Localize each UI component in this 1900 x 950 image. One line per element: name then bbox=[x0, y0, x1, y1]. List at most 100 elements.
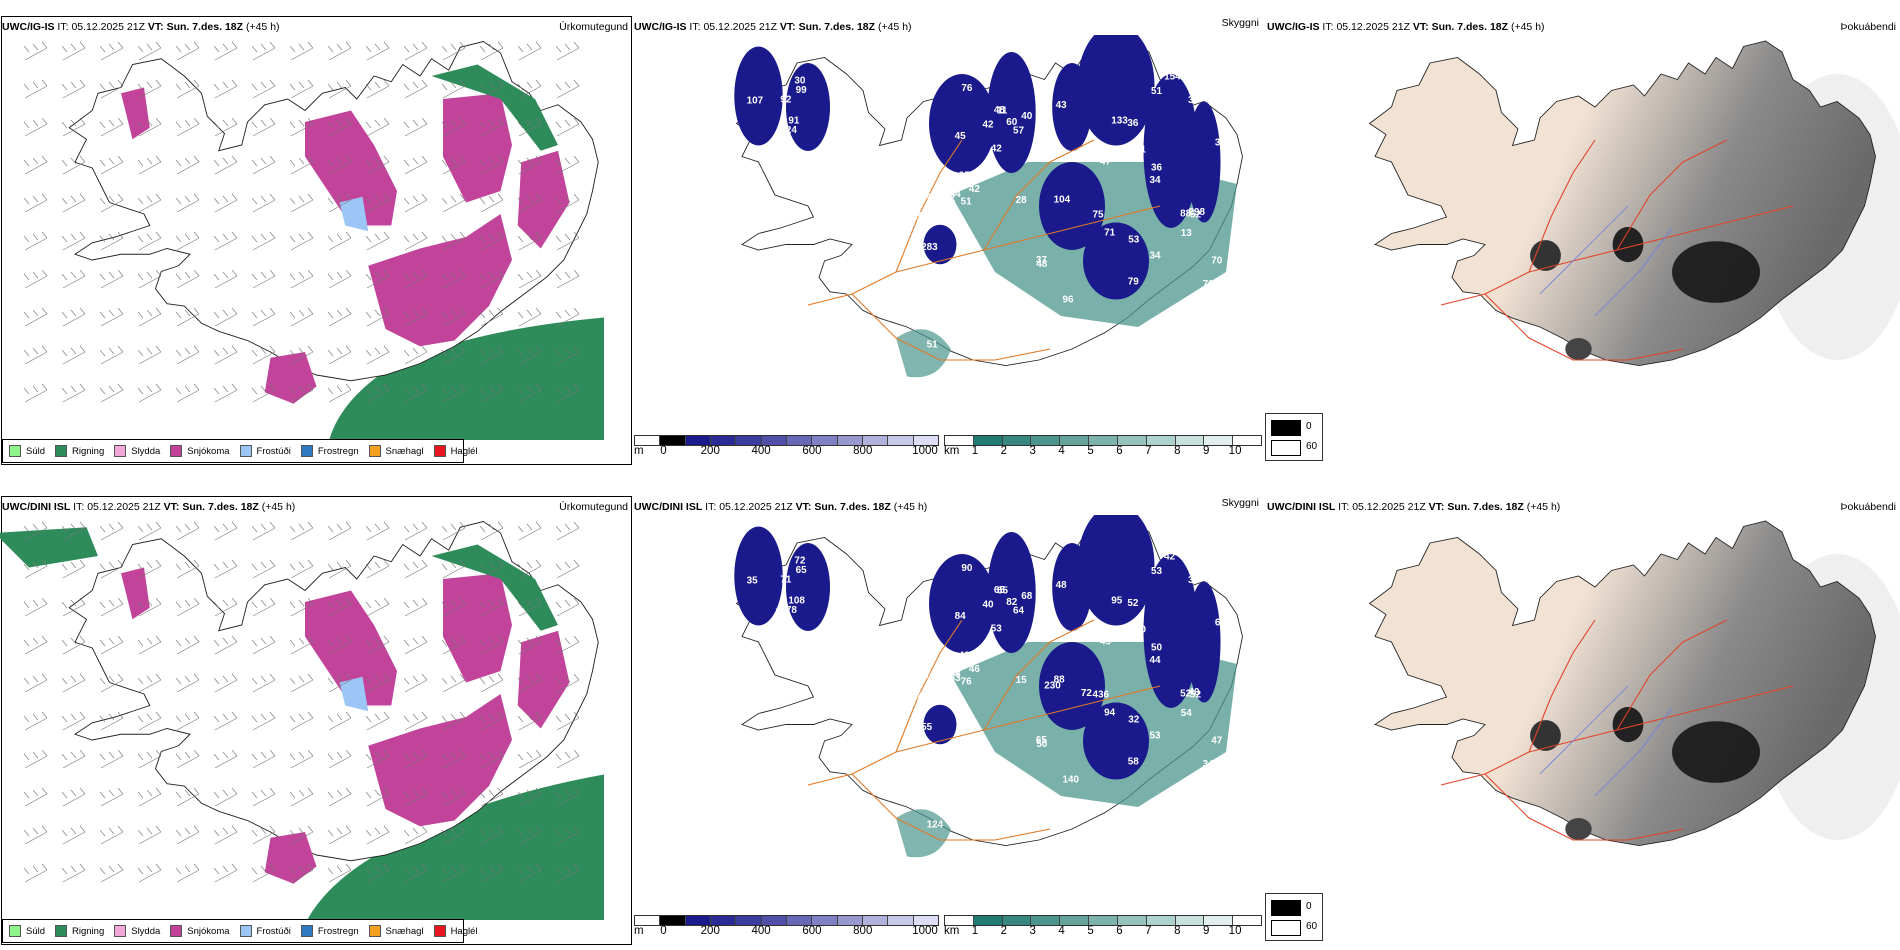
wind-barb bbox=[479, 345, 504, 365]
wind-barb bbox=[175, 231, 200, 251]
wind-barb bbox=[365, 383, 390, 403]
wind-barb bbox=[137, 79, 162, 99]
colorbar-swatch bbox=[710, 916, 737, 925]
legend-item-rigning: Rigning bbox=[55, 445, 104, 457]
wind-barb bbox=[213, 345, 238, 365]
wind-barb bbox=[327, 787, 352, 807]
wind-barb bbox=[403, 117, 428, 137]
model-name: UWC/IG-IS bbox=[2, 21, 55, 33]
legend-swatch bbox=[170, 925, 183, 937]
lead-time: (+45 h) bbox=[261, 501, 296, 513]
visibility-colorbar-ticks: km 1 2 3 4 5 6 7 8 9 10 bbox=[944, 445, 1262, 459]
wind-barb bbox=[441, 41, 466, 61]
precip-type-panel-dini: UWC/DINI ISL IT: 05.12.2025 21Z VT: Sun.… bbox=[0, 495, 632, 945]
fog-swatch-60 bbox=[1271, 920, 1301, 936]
ceiling-value-label: 48 bbox=[1036, 259, 1048, 270]
wind-barb bbox=[441, 635, 466, 655]
low-ceiling-area bbox=[1187, 101, 1221, 223]
wind-barb bbox=[137, 231, 162, 251]
fog-swatch-60 bbox=[1271, 440, 1301, 456]
wind-barb bbox=[403, 711, 428, 731]
wind-barb bbox=[289, 79, 314, 99]
wind-barb bbox=[137, 711, 162, 731]
lead-time: (+45 h) bbox=[877, 21, 912, 33]
wind-barb bbox=[289, 155, 314, 175]
wind-barb bbox=[441, 597, 466, 617]
colorbar-tick: 9 bbox=[1202, 445, 1210, 457]
product-type: Þokuábendi bbox=[1840, 21, 1896, 33]
wind-barb bbox=[289, 749, 314, 769]
legend-item-suld: Súld bbox=[9, 445, 45, 457]
ceiling-value-label: 76 bbox=[961, 83, 973, 94]
wind-barb bbox=[61, 117, 86, 137]
visibility-colorbar: km 1 2 3 4 5 6 7 8 9 10 bbox=[944, 915, 1262, 941]
wind-barb bbox=[251, 825, 276, 845]
it-value: 05.12.2025 21Z bbox=[87, 501, 161, 513]
legend-label: Frostúði bbox=[256, 445, 291, 457]
vt-label: VT: Sun. 7.des. 18Z bbox=[1412, 21, 1509, 33]
colorbar-tick: 8 bbox=[1174, 445, 1181, 457]
wind-barb bbox=[555, 155, 580, 175]
wind-barb bbox=[365, 749, 390, 769]
wind-barb bbox=[61, 711, 86, 731]
low-ceiling-area bbox=[1143, 554, 1199, 708]
wind-barb bbox=[479, 307, 504, 327]
wind-barb bbox=[555, 521, 580, 541]
wind-barb bbox=[555, 635, 580, 655]
lead-time: (+45 h) bbox=[245, 21, 280, 33]
wind-barb bbox=[213, 825, 238, 845]
legend-label: Haglél bbox=[450, 445, 478, 457]
wind-barb bbox=[479, 825, 504, 845]
ceiling-value-label: 230 bbox=[1044, 680, 1061, 691]
wind-barb bbox=[441, 559, 466, 579]
wind-barb bbox=[213, 383, 238, 403]
wind-barb bbox=[251, 635, 276, 655]
snow-area bbox=[305, 590, 397, 706]
colorbar-swatch bbox=[685, 916, 711, 925]
wind-barb bbox=[137, 193, 162, 213]
colorbar-swatch bbox=[1204, 436, 1234, 445]
wind-barb bbox=[23, 269, 48, 289]
lead-time: (+45 h) bbox=[893, 501, 928, 513]
wind-barb bbox=[441, 749, 466, 769]
ceiling-value-label: 53 bbox=[1128, 235, 1140, 246]
wind-barb bbox=[23, 79, 48, 99]
wind-barb bbox=[289, 231, 314, 251]
ceiling-value-label: 46 bbox=[969, 664, 981, 675]
wind-barb bbox=[441, 79, 466, 99]
wind-barb bbox=[213, 635, 238, 655]
fog-index-map bbox=[1368, 40, 1900, 366]
ceiling-value-label: 76 bbox=[961, 676, 973, 687]
it-value: 05.12.2025 21Z bbox=[703, 21, 777, 33]
wind-barb bbox=[441, 711, 466, 731]
low-ceiling-area bbox=[923, 704, 957, 745]
visibility-colorbar-swatches bbox=[944, 915, 1262, 926]
ceiling-value-label: 56 bbox=[762, 641, 774, 652]
ceiling-value-label: 56 bbox=[925, 190, 937, 201]
wind-barb bbox=[517, 749, 542, 769]
wind-barb bbox=[517, 521, 542, 541]
ceiling-value-label: 124 bbox=[927, 820, 944, 831]
wind-barb bbox=[137, 521, 162, 541]
wind-barb bbox=[327, 345, 352, 365]
low-ceiling-area bbox=[1077, 35, 1155, 146]
wind-barb bbox=[99, 41, 124, 61]
wind-barb bbox=[61, 825, 86, 845]
visibility-colorbar-ticks: km 1 2 3 4 5 6 7 8 9 10 bbox=[944, 925, 1262, 939]
wind-barb bbox=[327, 749, 352, 769]
wind-barb bbox=[289, 521, 314, 541]
ceiling-value-label: 54 bbox=[1181, 708, 1193, 719]
wind-barb bbox=[99, 521, 124, 541]
fog-dense-area bbox=[1612, 226, 1644, 263]
it-label: IT: bbox=[1338, 501, 1350, 513]
wind-barb bbox=[365, 193, 390, 213]
colorbar-swatch bbox=[1089, 916, 1118, 925]
colorbar-tick: 5 bbox=[1087, 445, 1094, 457]
ceiling-value-label: 65 bbox=[796, 565, 808, 576]
panel-title: UWC/DINI ISL IT: 05.12.2025 21Z VT: Sun.… bbox=[1267, 501, 1560, 513]
colorbar-swatch bbox=[635, 436, 661, 445]
colorbar-swatch bbox=[761, 436, 787, 445]
road-network bbox=[807, 619, 1161, 841]
wind-barb bbox=[365, 521, 390, 541]
legend-swatch bbox=[239, 925, 252, 937]
